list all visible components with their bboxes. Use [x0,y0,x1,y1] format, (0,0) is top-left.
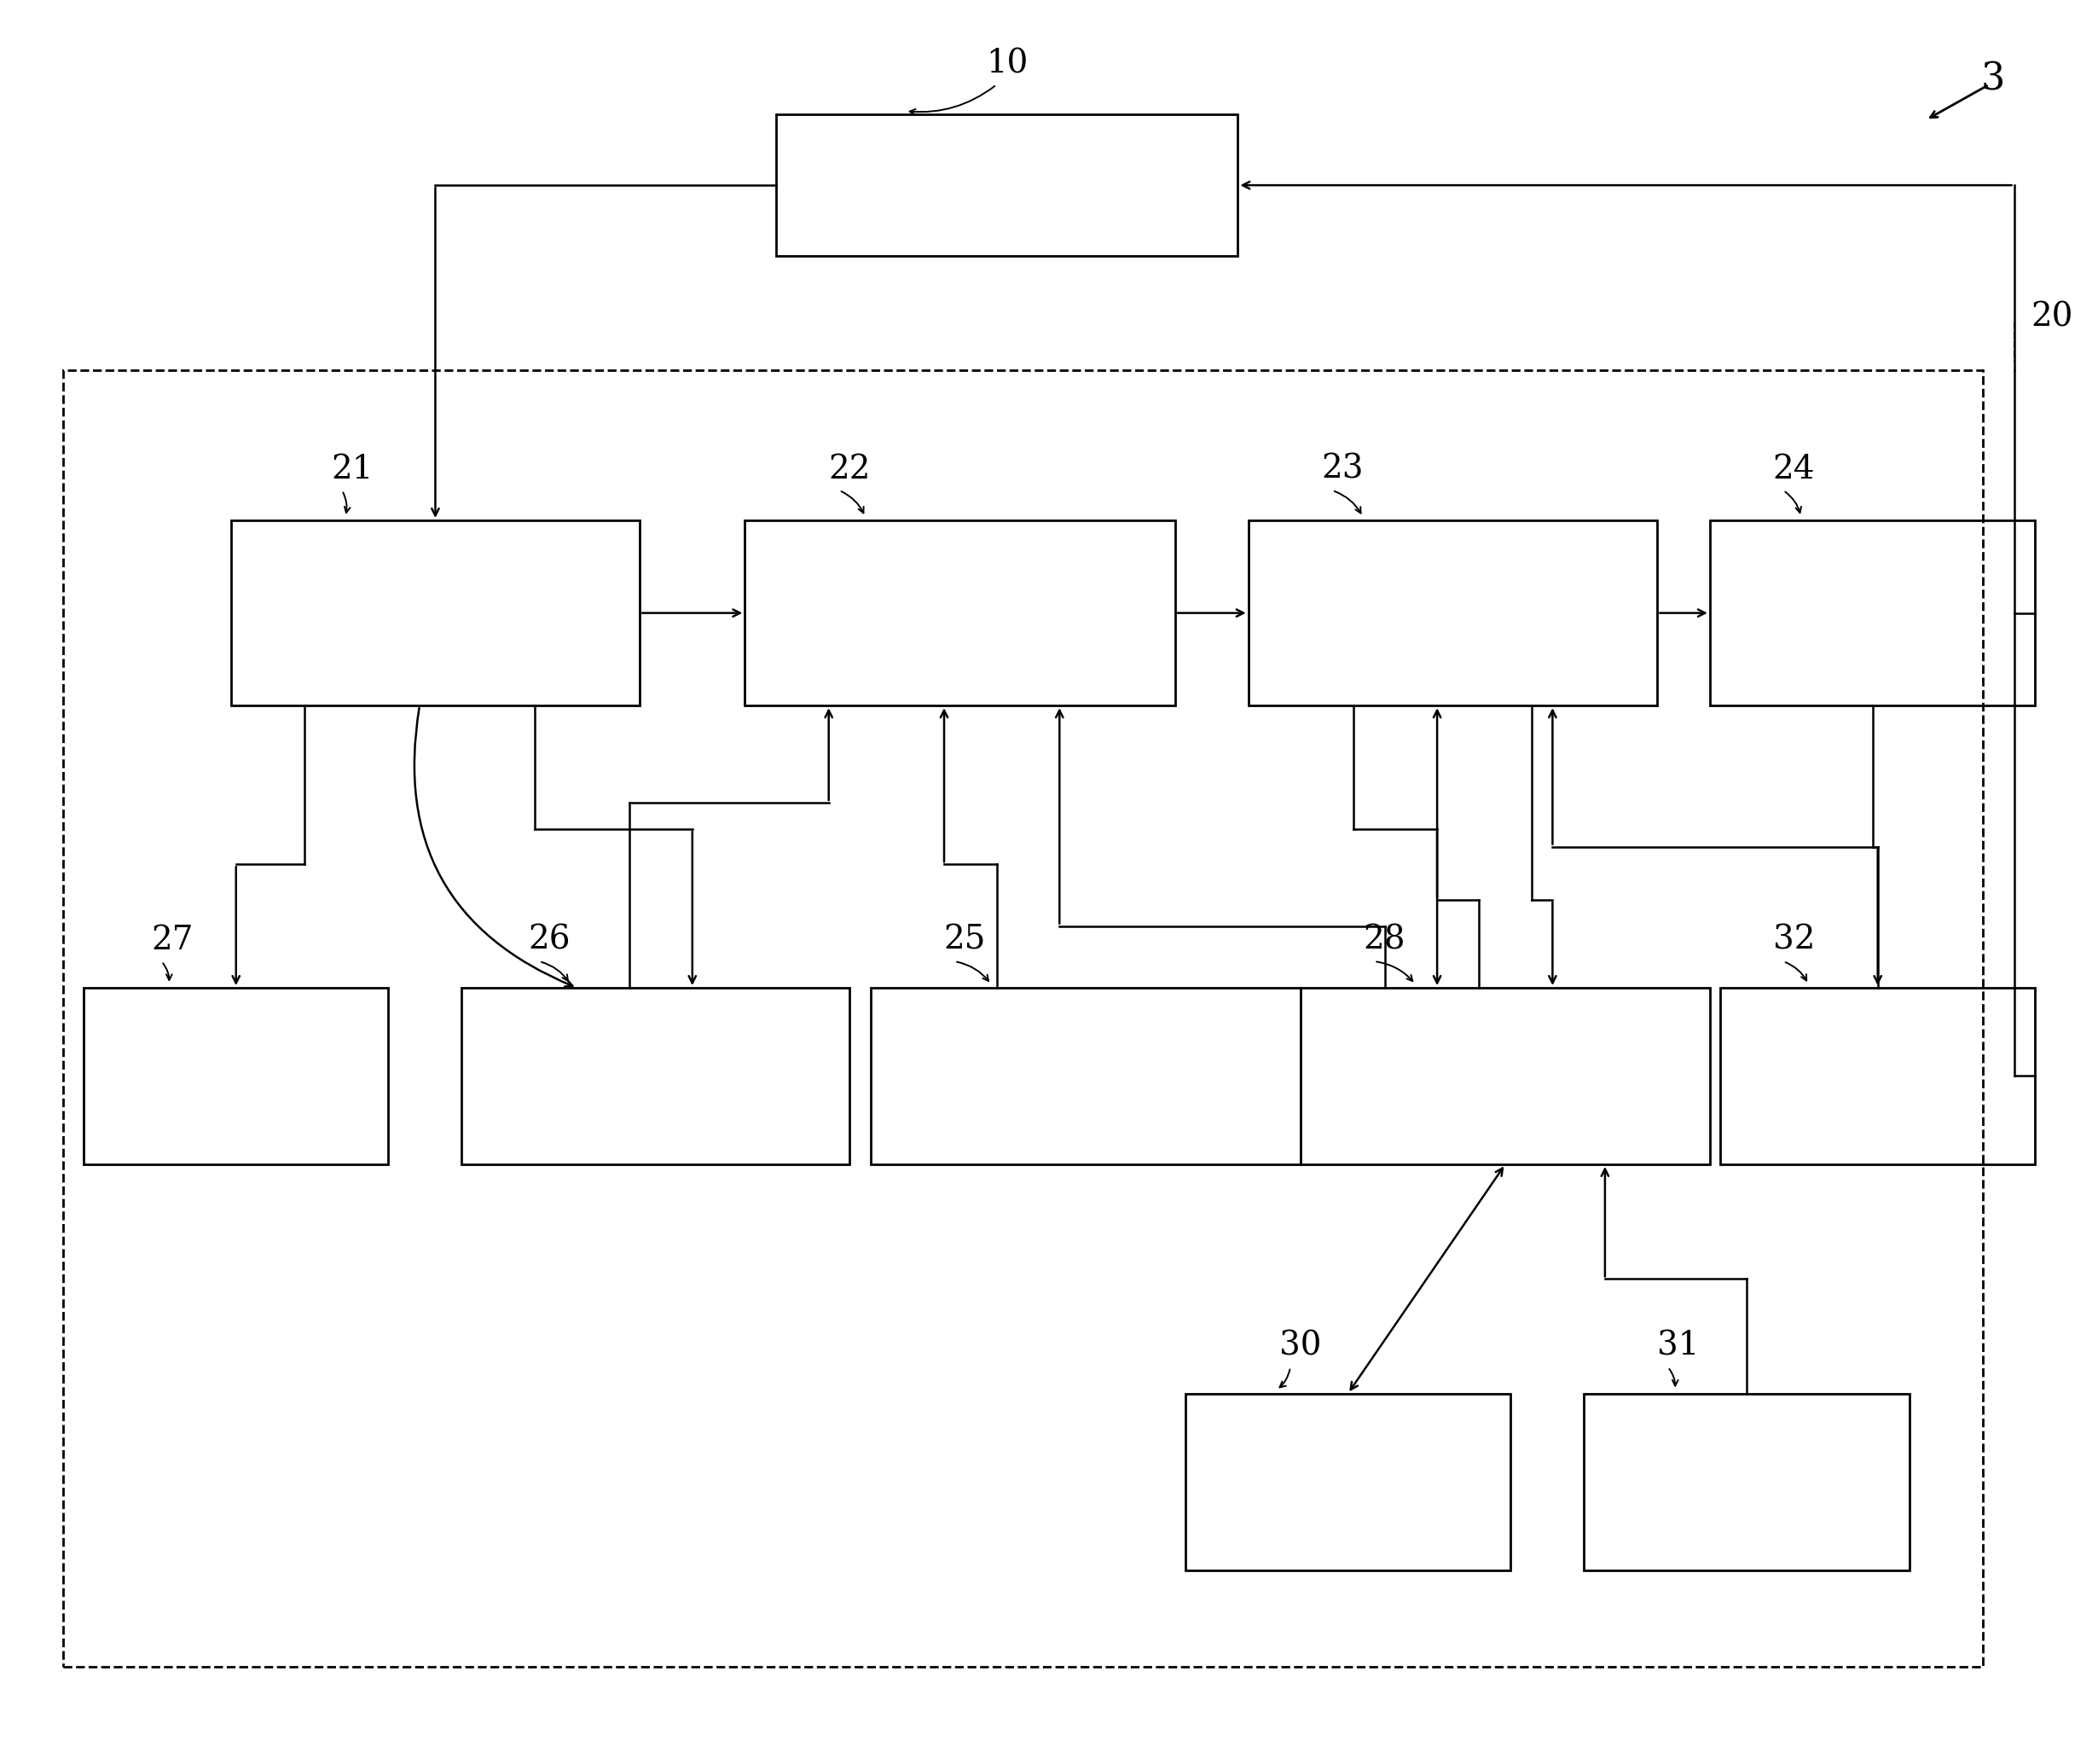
Bar [871,988,1301,1164]
Bar [1248,520,1657,706]
Text: 27: 27 [151,924,193,956]
Bar [1584,1394,1909,1570]
Bar [1720,988,2035,1164]
Bar [84,988,388,1164]
Bar [776,115,1238,256]
Bar [1710,520,2035,706]
Text: 10: 10 [986,48,1028,79]
Bar [745,520,1175,706]
Bar [462,988,850,1164]
Text: 25: 25 [944,924,986,956]
Text: 22: 22 [829,453,871,485]
Bar [1185,1394,1511,1570]
Text: 24: 24 [1773,453,1815,485]
Text: 32: 32 [1773,924,1815,956]
Text: 26: 26 [529,924,571,956]
Bar [231,520,640,706]
Text: 31: 31 [1657,1330,1699,1362]
Text: 3: 3 [1981,62,2006,97]
Text: 21: 21 [331,453,373,485]
Bar [63,370,1983,1667]
Text: 30: 30 [1280,1330,1322,1362]
Text: 28: 28 [1364,924,1406,956]
Text: 20: 20 [2031,302,2073,333]
Text: 23: 23 [1322,453,1364,485]
Bar [1301,988,1710,1164]
